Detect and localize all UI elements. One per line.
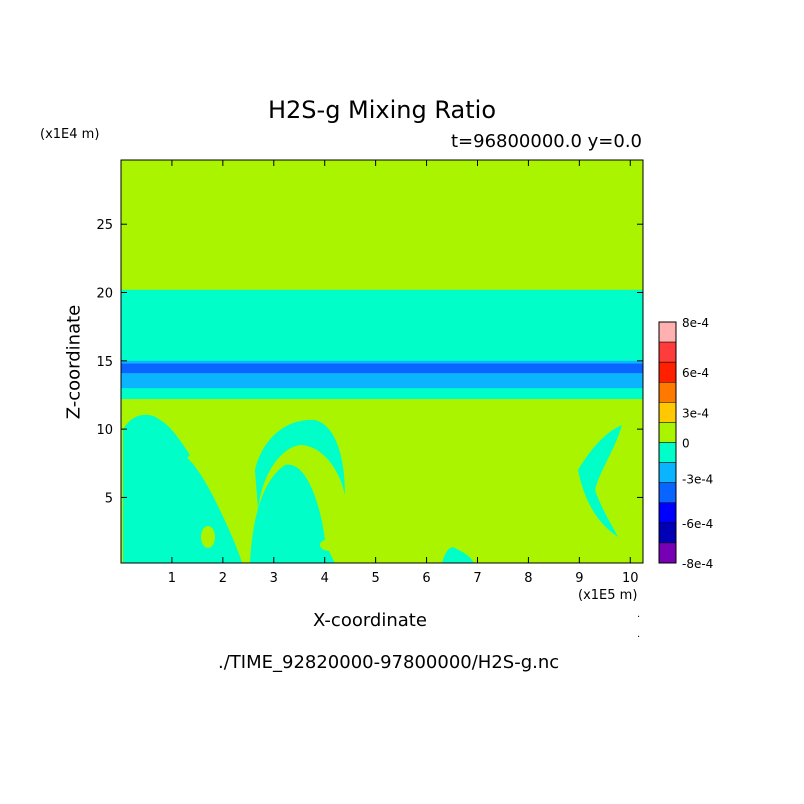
- x-tick-label: 5: [371, 571, 379, 586]
- green-pocket-2: [320, 539, 340, 551]
- colorbar-swatch: [658, 442, 677, 463]
- x-axis-ticks: 1 2 3 4 5 6 7 8 9 10: [168, 160, 639, 586]
- x-tick-label: 3: [270, 571, 278, 586]
- colorbar-swatch: [658, 361, 677, 383]
- colorbar-swatch: [658, 542, 677, 564]
- colorbar: 8e-4 6e-4 3e-4 0 -3e-4 -6e-4 -8e-4: [658, 316, 713, 571]
- x-axis-label: X-coordinate: [313, 610, 427, 631]
- y-tick-label: 25: [96, 218, 113, 233]
- plume-region-4: [250, 464, 335, 563]
- colorbar-label: -3e-4: [682, 473, 713, 487]
- colorbar-swatch: [658, 402, 677, 423]
- y-tick-label: 5: [105, 491, 113, 506]
- plume-region-3: [255, 419, 345, 510]
- x-tick-label: 8: [524, 571, 532, 586]
- plume-region-5: [155, 420, 190, 460]
- x-tick-label: 10: [622, 571, 639, 586]
- colorbar-swatch: [658, 502, 677, 524]
- x-tick-label: 9: [575, 571, 583, 586]
- y-tick-label: 15: [96, 355, 113, 370]
- source-file-label: ./TIME_92820000-97800000/H2S-g.nc: [218, 652, 560, 673]
- colorbar-label: 8e-4: [682, 316, 709, 330]
- x-tick-label: 1: [168, 571, 176, 586]
- colorbar-swatch: [658, 382, 677, 403]
- y-tick-label: 10: [96, 423, 113, 438]
- y-axis-ticks: 5 10 15 20 25: [96, 218, 643, 506]
- x-tick-label: 2: [219, 571, 227, 586]
- colorbar-label: 0: [682, 437, 690, 451]
- colorbar-label: 6e-4: [682, 366, 709, 380]
- colorbar-label: -8e-4: [682, 557, 713, 571]
- y-tick-label: 20: [96, 287, 113, 302]
- x-tick-label: 6: [422, 571, 430, 586]
- plot-field: [121, 160, 643, 563]
- colorbar-swatch: [658, 321, 677, 343]
- plot-frame: [120, 159, 644, 564]
- colorbar-label: 3e-4: [682, 406, 709, 420]
- x-tick-label: 4: [321, 571, 329, 586]
- marker-dot-1: .: [637, 609, 640, 620]
- chart-title: H2S-g Mixing Ratio: [267, 96, 496, 124]
- x-tick-label: 7: [473, 571, 481, 586]
- colorbar-frame: [658, 321, 677, 564]
- marker-dot-2: .: [637, 629, 640, 640]
- plume-region-6: [578, 425, 622, 537]
- plume-region-7: [442, 547, 474, 563]
- colorbar-swatch: [658, 341, 677, 363]
- colorbar-swatch: [658, 422, 677, 443]
- colorbar-swatch: [658, 462, 677, 483]
- contour-band-3: [121, 363, 643, 374]
- green-pocket: [201, 526, 215, 548]
- y-unit-label: (x1E4 m): [40, 127, 100, 142]
- colorbar-swatch: [658, 522, 677, 544]
- chart-subtitle: t=96800000.0 y=0.0: [450, 131, 642, 152]
- colorbar-swatch: [658, 482, 677, 503]
- x-unit-label: (x1E5 m): [578, 588, 638, 603]
- colorbar-label: -6e-4: [682, 517, 713, 531]
